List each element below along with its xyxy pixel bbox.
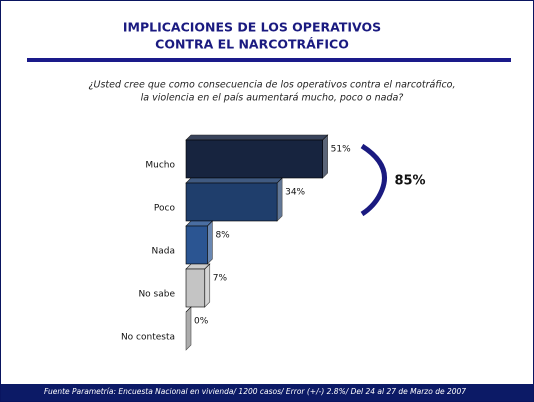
value-label: 0% [194,317,209,327]
bar-side [207,220,213,265]
value-label: 7% [213,274,228,284]
annotation: 85% [394,174,425,189]
bar [185,268,206,308]
bar-side [204,263,211,308]
category-label: No contesta [121,333,175,343]
bar [185,225,208,265]
chart-title: IMPLICACIONES DE LOS OPERATIVOS [123,20,381,35]
subtitle: ¿Usted cree que como consecuencia de los… [88,80,455,91]
category-label: Mucho [145,161,175,171]
bar-side [185,306,192,351]
bar [185,139,323,179]
subtitle: la violencia en el país aumentará mucho,… [141,93,404,104]
value-label: 51% [331,145,351,155]
chart-title: CONTRA EL NARCOTRÁFICO [155,37,349,52]
category-label: No sabe [138,290,175,300]
source: Fuente Parametría: Encuesta Nacional en … [44,387,466,396]
category-label: Poco [154,204,176,214]
bar-side [276,177,283,222]
bar-side [322,134,328,179]
footer-band [1,384,533,401]
bracket [360,143,387,217]
bar-top [185,134,329,141]
title-rule [27,58,511,62]
bar-top [185,177,283,184]
category-label: Nada [152,247,175,257]
value-label: 8% [215,231,230,241]
bar [185,182,278,222]
value-label: 34% [285,188,305,198]
